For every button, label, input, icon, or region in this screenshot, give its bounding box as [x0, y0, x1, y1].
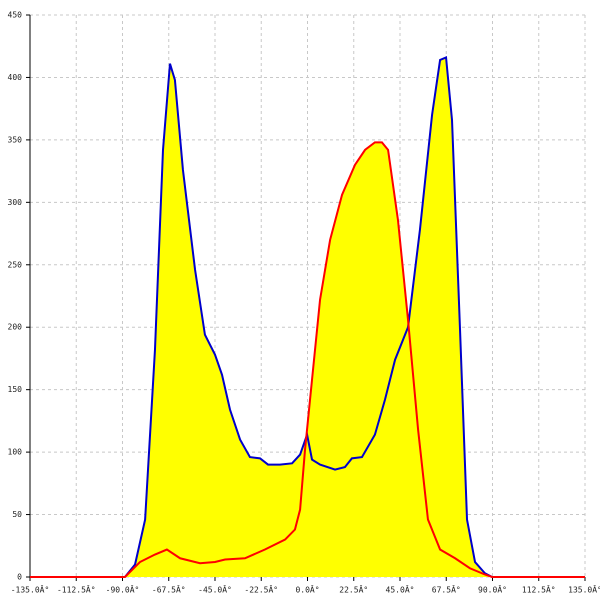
y-tick-label: 50 — [12, 510, 22, 519]
x-tick-label: 45.0Â° — [386, 584, 415, 595]
x-tick-label: 0.0Â° — [295, 584, 319, 595]
x-tick-label: 22.5Â° — [339, 584, 368, 595]
y-tick-label: 200 — [8, 323, 23, 332]
x-tick-label: 112.5Â° — [522, 584, 556, 595]
x-tick-label: -135.0Â° — [11, 584, 50, 595]
x-tick-label: 135.0Â° — [568, 584, 600, 595]
x-tick-label: 90.0Â° — [478, 584, 507, 595]
x-tick-label: -22.5Â° — [244, 584, 278, 595]
x-tick-label: -112.5Â° — [57, 584, 96, 595]
y-tick-label: 250 — [8, 260, 23, 269]
line — [30, 141, 585, 578]
y-tick-label: 450 — [8, 11, 23, 20]
y-tick-label: 400 — [8, 73, 23, 82]
y-tick-label: 350 — [8, 135, 23, 144]
y-tick-label: 300 — [8, 198, 23, 207]
y-tick-label: 150 — [8, 385, 23, 394]
y-tick-label: 0 — [17, 573, 22, 582]
x-tick-label: -90.0Â° — [106, 584, 140, 595]
area — [30, 142, 585, 578]
x-tick-label: -45.0Â° — [198, 584, 232, 595]
y-tick-label: 100 — [8, 448, 23, 457]
x-tick-label: -67.5Â° — [152, 584, 186, 595]
x-tick-label: 67.5Â° — [432, 584, 461, 595]
